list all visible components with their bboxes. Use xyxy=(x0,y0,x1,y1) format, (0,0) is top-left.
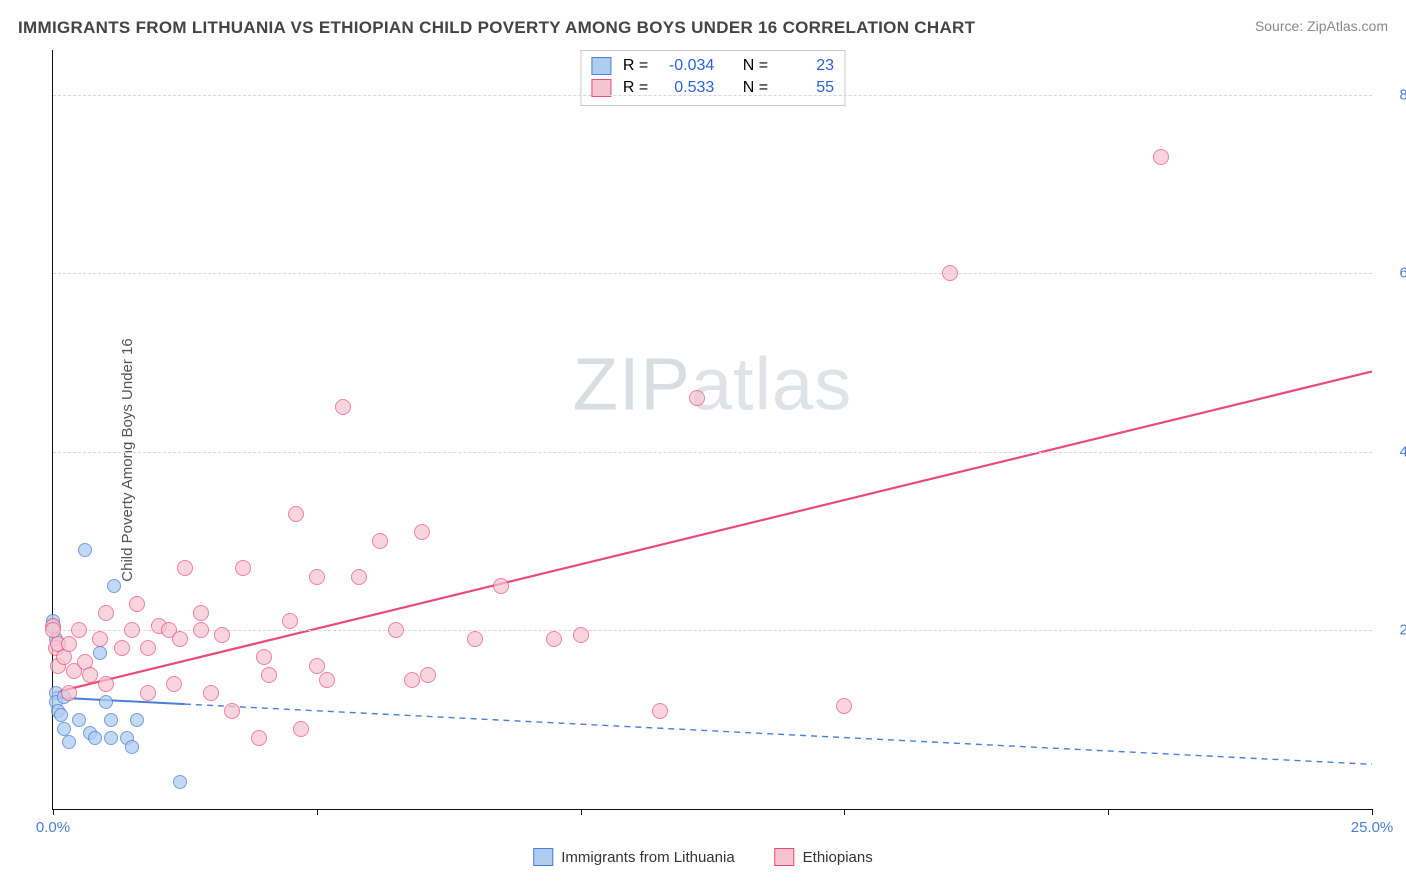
data-point-ethiopians xyxy=(98,605,114,621)
data-point-ethiopians xyxy=(124,622,140,638)
data-point-ethiopians xyxy=(224,703,240,719)
data-point-ethiopians xyxy=(129,596,145,612)
data-point-lithuania xyxy=(107,579,121,593)
data-point-ethiopians xyxy=(140,640,156,656)
plot-area: ZIPatlas R = -0.034 N = 23 R = 0.533 N =… xyxy=(52,50,1372,810)
data-point-lithuania xyxy=(104,713,118,727)
swatch-lithuania-icon xyxy=(533,848,553,866)
data-point-ethiopians xyxy=(1153,149,1169,165)
watermark: ZIPatlas xyxy=(573,341,852,426)
data-point-ethiopians xyxy=(203,685,219,701)
data-point-ethiopians xyxy=(61,636,77,652)
data-point-ethiopians xyxy=(388,622,404,638)
data-point-ethiopians xyxy=(652,703,668,719)
data-point-ethiopians xyxy=(214,627,230,643)
data-point-ethiopians xyxy=(309,569,325,585)
data-point-ethiopians xyxy=(261,667,277,683)
gridline xyxy=(53,95,1372,96)
data-point-ethiopians xyxy=(288,506,304,522)
chart-container: Child Poverty Among Boys Under 16 ZIPatl… xyxy=(0,50,1406,870)
data-point-ethiopians xyxy=(319,672,335,688)
data-point-lithuania xyxy=(99,695,113,709)
data-point-lithuania xyxy=(54,708,68,722)
data-point-lithuania xyxy=(130,713,144,727)
data-point-ethiopians xyxy=(404,672,420,688)
gridline xyxy=(53,630,1372,631)
data-point-lithuania xyxy=(173,775,187,789)
correlation-legend: R = -0.034 N = 23 R = 0.533 N = 55 xyxy=(580,50,845,106)
gridline xyxy=(53,452,1372,453)
data-point-ethiopians xyxy=(235,560,251,576)
data-point-lithuania xyxy=(125,740,139,754)
x-tick xyxy=(581,809,582,815)
legend-item-lithuania: Immigrants from Lithuania xyxy=(533,848,734,866)
data-point-ethiopians xyxy=(942,265,958,281)
series-legend: Immigrants from Lithuania Ethiopians xyxy=(533,848,872,866)
swatch-lithuania xyxy=(591,57,611,75)
data-point-ethiopians xyxy=(546,631,562,647)
x-tick-label: 25.0% xyxy=(1351,819,1394,836)
data-point-lithuania xyxy=(88,731,102,745)
data-point-ethiopians xyxy=(335,399,351,415)
data-point-ethiopians xyxy=(493,578,509,594)
x-tick xyxy=(53,809,54,815)
legend-label-lithuania: Immigrants from Lithuania xyxy=(561,849,734,866)
data-point-ethiopians xyxy=(114,640,130,656)
data-point-ethiopians xyxy=(836,698,852,714)
data-point-ethiopians xyxy=(251,730,267,746)
y-tick-label: 20.0% xyxy=(1382,622,1406,639)
x-tick xyxy=(1372,809,1373,815)
data-point-ethiopians xyxy=(193,605,209,621)
legend-row-lithuania: R = -0.034 N = 23 xyxy=(591,55,834,77)
data-point-ethiopians xyxy=(293,721,309,737)
data-point-ethiopians xyxy=(71,622,87,638)
data-point-lithuania xyxy=(62,735,76,749)
x-tick xyxy=(1108,809,1109,815)
source-attribution: Source: ZipAtlas.com xyxy=(1255,18,1388,34)
legend-label-ethiopians: Ethiopians xyxy=(803,849,873,866)
data-point-ethiopians xyxy=(467,631,483,647)
x-tick xyxy=(317,809,318,815)
data-point-ethiopians xyxy=(82,667,98,683)
data-point-ethiopians xyxy=(414,524,430,540)
legend-item-ethiopians: Ethiopians xyxy=(775,848,873,866)
data-point-ethiopians xyxy=(420,667,436,683)
y-tick-label: 60.0% xyxy=(1382,265,1406,282)
data-point-ethiopians xyxy=(140,685,156,701)
gridline xyxy=(53,273,1372,274)
data-point-lithuania xyxy=(72,713,86,727)
data-point-ethiopians xyxy=(351,569,367,585)
y-tick-label: 80.0% xyxy=(1382,86,1406,103)
data-point-lithuania xyxy=(78,543,92,557)
data-point-ethiopians xyxy=(193,622,209,638)
trendlines-layer xyxy=(53,50,1372,809)
data-point-ethiopians xyxy=(92,631,108,647)
data-point-ethiopians xyxy=(98,676,114,692)
chart-title: IMMIGRANTS FROM LITHUANIA VS ETHIOPIAN C… xyxy=(18,18,975,38)
data-point-ethiopians xyxy=(372,533,388,549)
swatch-ethiopians-icon xyxy=(775,848,795,866)
data-point-ethiopians xyxy=(166,676,182,692)
data-point-lithuania xyxy=(93,646,107,660)
data-point-ethiopians xyxy=(573,627,589,643)
data-point-ethiopians xyxy=(256,649,272,665)
legend-row-ethiopians: R = 0.533 N = 55 xyxy=(591,77,834,99)
data-point-ethiopians xyxy=(172,631,188,647)
data-point-ethiopians xyxy=(61,685,77,701)
data-point-ethiopians xyxy=(177,560,193,576)
data-point-lithuania xyxy=(57,722,71,736)
x-tick xyxy=(844,809,845,815)
data-point-ethiopians xyxy=(689,390,705,406)
data-point-ethiopians xyxy=(282,613,298,629)
y-tick-label: 40.0% xyxy=(1382,443,1406,460)
x-tick-label: 0.0% xyxy=(36,819,70,836)
data-point-lithuania xyxy=(104,731,118,745)
